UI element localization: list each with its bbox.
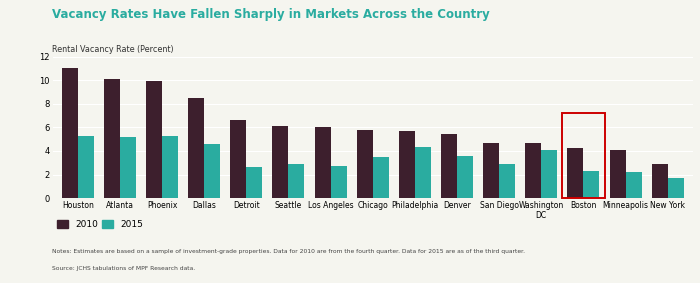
Text: Source: JCHS tabulations of MPF Research data.: Source: JCHS tabulations of MPF Research…	[52, 266, 195, 271]
Bar	[668, 178, 684, 198]
Text: Notes: Estimates are based on a sample of investment-grade properties. Data for : Notes: Estimates are based on a sample o…	[52, 249, 526, 254]
Legend: 2010, 2015: 2010, 2015	[57, 220, 144, 229]
Bar	[457, 156, 473, 198]
Bar	[120, 137, 136, 198]
Bar	[372, 157, 389, 198]
Bar	[246, 168, 262, 198]
Bar	[610, 150, 626, 198]
Bar	[525, 143, 541, 198]
Bar	[288, 164, 304, 198]
Bar	[652, 164, 668, 198]
Bar	[330, 166, 346, 198]
Bar	[146, 82, 162, 198]
Bar	[415, 147, 431, 198]
Bar	[62, 68, 78, 198]
Bar	[188, 98, 204, 198]
Text: Rental Vacancy Rate (Percent): Rental Vacancy Rate (Percent)	[52, 45, 174, 54]
Bar	[314, 127, 330, 198]
Bar	[357, 130, 372, 198]
Bar	[541, 150, 557, 198]
Bar	[204, 144, 220, 198]
Bar	[483, 143, 499, 198]
Bar	[626, 172, 642, 198]
Bar	[568, 148, 583, 198]
Bar	[583, 171, 599, 198]
Bar	[499, 164, 515, 198]
Bar	[562, 113, 605, 198]
Bar	[230, 120, 246, 198]
Bar	[78, 136, 94, 198]
Bar	[104, 79, 120, 198]
Bar	[441, 134, 457, 198]
Bar	[272, 126, 288, 198]
Bar	[162, 136, 178, 198]
Bar	[399, 132, 415, 198]
Text: Vacancy Rates Have Fallen Sharply in Markets Across the Country: Vacancy Rates Have Fallen Sharply in Mar…	[52, 8, 490, 22]
